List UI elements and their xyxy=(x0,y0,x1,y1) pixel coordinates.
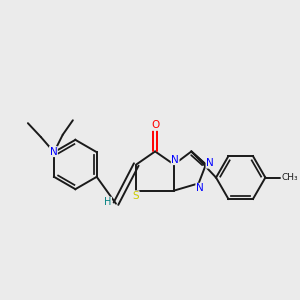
Text: N: N xyxy=(206,158,214,168)
Text: O: O xyxy=(151,120,159,130)
Text: N: N xyxy=(50,147,57,157)
Text: N: N xyxy=(171,154,179,165)
Text: H: H xyxy=(104,197,112,207)
Text: N: N xyxy=(196,183,204,193)
Text: CH₃: CH₃ xyxy=(282,173,298,182)
Text: S: S xyxy=(132,191,139,201)
